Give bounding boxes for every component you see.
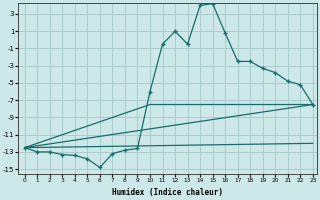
X-axis label: Humidex (Indice chaleur): Humidex (Indice chaleur) [112, 188, 223, 197]
